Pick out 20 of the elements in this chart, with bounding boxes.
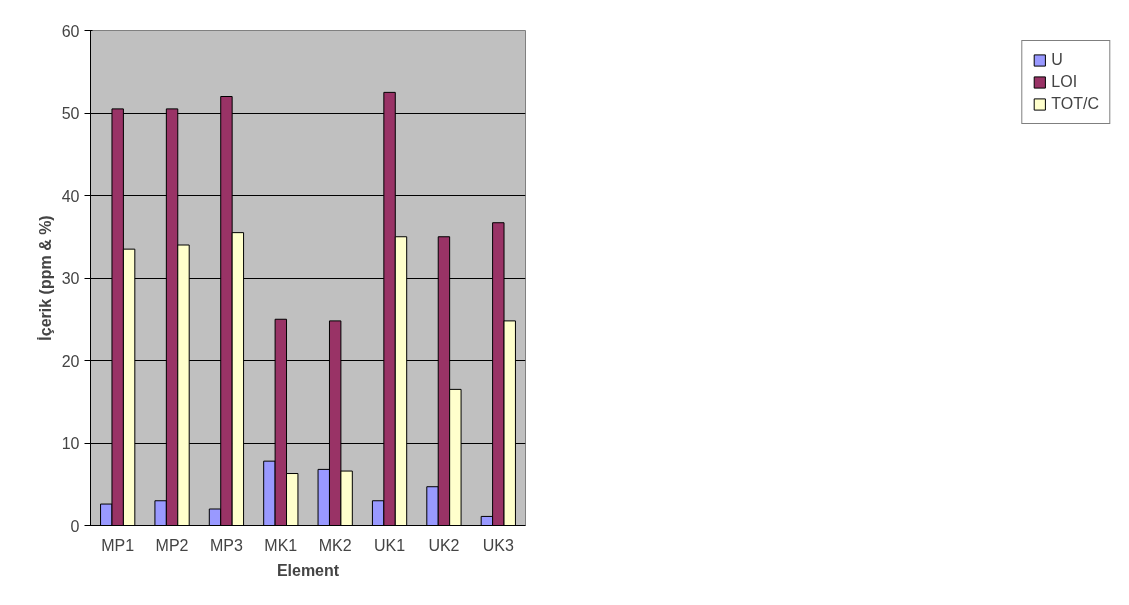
y-tick-label: 60 xyxy=(61,22,80,40)
y-tick-label: 30 xyxy=(61,270,80,287)
y-tick-label: 10 xyxy=(61,435,80,452)
y-tick-label: 20 xyxy=(61,352,80,370)
x-tick-label: MK1 xyxy=(264,536,298,554)
legend-label: U xyxy=(1051,51,1064,69)
legend-label: TOT/C xyxy=(1051,95,1099,113)
x-tick-label: UK2 xyxy=(428,536,460,554)
x-tick-label: UK1 xyxy=(374,536,406,554)
x-tick-label: MP1 xyxy=(101,536,135,554)
y-tick-label: 0 xyxy=(70,517,80,535)
x-tick-label: MK2 xyxy=(318,536,352,554)
x-tick-label: MP3 xyxy=(209,536,243,554)
x-axis-title: Element xyxy=(276,561,340,579)
x-tick-label: MP2 xyxy=(155,536,189,554)
y-tick-label: 50 xyxy=(61,105,80,122)
y-tick-label: 40 xyxy=(61,187,80,205)
x-tick-label: UK3 xyxy=(482,536,514,554)
legend-label: LOI xyxy=(1051,73,1078,91)
y-axis-title: İçerik (ppm & %) xyxy=(36,215,54,341)
